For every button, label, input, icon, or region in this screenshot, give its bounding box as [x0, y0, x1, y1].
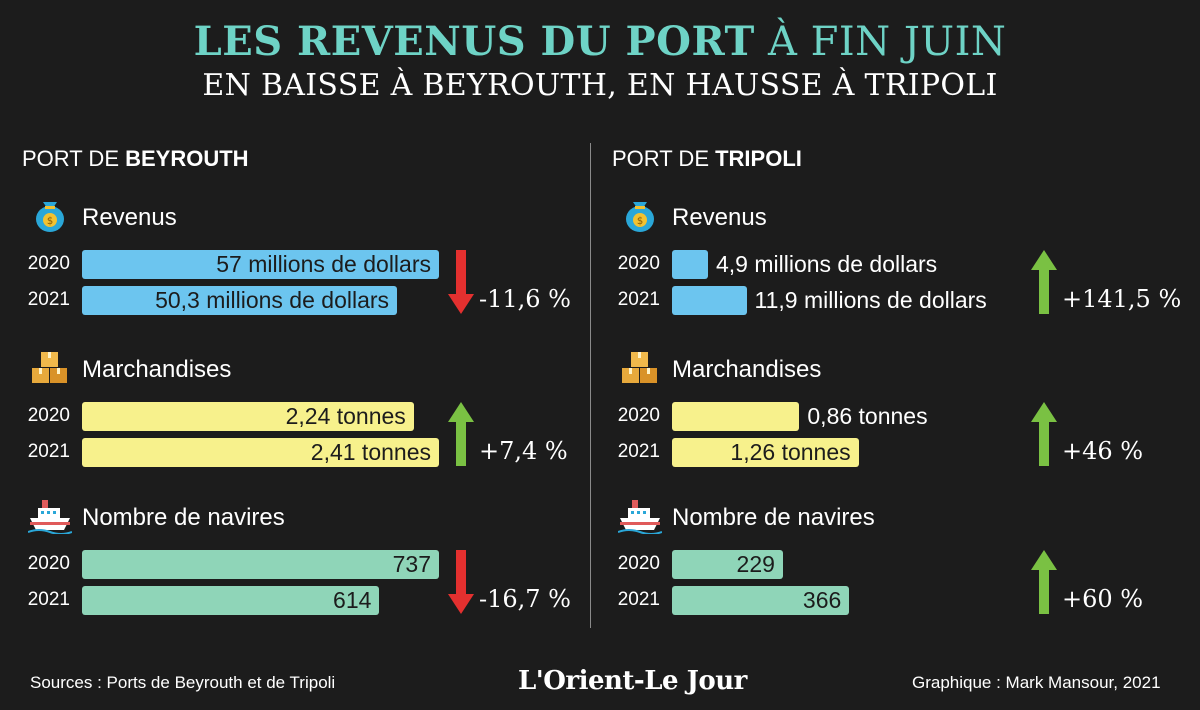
arrow-up-icon — [1031, 250, 1057, 314]
arrow-down-icon — [448, 550, 474, 614]
year-label: 2021 — [27, 289, 70, 310]
port-title-tripoli: PORT DE TRIPOLI — [612, 146, 802, 172]
arrow-up-icon — [448, 402, 474, 466]
year-label: 2021 — [27, 589, 70, 610]
bar — [82, 250, 439, 279]
percent-change: +60 % — [1062, 585, 1144, 613]
boxes-icon — [28, 346, 72, 386]
bar-value-label: 0,86 tonnes — [807, 403, 928, 429]
bar — [672, 402, 800, 431]
year-label: 2021 — [617, 441, 660, 462]
bar — [672, 286, 747, 315]
year-label: 2020 — [27, 253, 70, 274]
svg-text:$: $ — [47, 216, 53, 227]
bar — [672, 586, 850, 615]
percent-change: -16,7 % — [479, 585, 571, 613]
year-label: 2021 — [617, 589, 660, 610]
title-regular: À FIN JUIN — [754, 19, 1007, 65]
column-divider — [590, 143, 591, 628]
bar-value-label: 737 — [392, 551, 431, 577]
year-label: 2020 — [617, 405, 660, 426]
year-label: 2020 — [27, 405, 70, 426]
bar — [672, 250, 708, 279]
percent-change: +7,4 % — [479, 437, 568, 465]
section-label: Marchandises — [672, 356, 822, 383]
section-label: Revenus — [82, 204, 177, 231]
section-label: Nombre de navires — [82, 504, 285, 531]
bar — [82, 586, 380, 615]
year-label: 2020 — [617, 253, 660, 274]
chart-title: LES REVENUS DU PORT À FIN JUIN — [0, 18, 1200, 65]
section-label: Marchandises — [82, 356, 232, 383]
bar-value-label: 1,26 tonnes — [730, 439, 851, 465]
bar-value-label: 229 — [736, 551, 775, 577]
bar-value-label: 2,24 tonnes — [285, 403, 406, 429]
year-label: 2020 — [617, 553, 660, 574]
publisher-logo: L'Orient-Le Jour — [518, 666, 747, 696]
money-bag-icon: $ — [618, 194, 662, 234]
bar-value-label: 366 — [802, 587, 842, 613]
footer-sources: Sources : Ports de Beyrouth et de Tripol… — [30, 673, 336, 692]
ship-icon — [617, 494, 663, 535]
arrow-up-icon — [1031, 402, 1057, 466]
port-name: BEYROUTH — [125, 146, 249, 171]
bar-value-label: 11,9 millions de dollars — [754, 287, 987, 313]
bar — [82, 550, 439, 579]
footer-credit: Graphique : Mark Mansour, 2021 — [912, 673, 1161, 692]
percent-change: +46 % — [1062, 437, 1144, 465]
chart-subtitle: EN BAISSE À BEYROUTH, EN HAUSSE À TRIPOL… — [202, 68, 998, 103]
port-prefix: PORT DE — [612, 146, 716, 171]
boxes-icon — [618, 346, 662, 386]
section-label: Revenus — [672, 204, 767, 231]
bar — [82, 286, 398, 315]
year-label: 2021 — [617, 289, 660, 310]
bar-value-label: 614 — [333, 587, 372, 613]
port-prefix: PORT DE — [22, 146, 126, 171]
arrow-up-icon — [1031, 550, 1057, 614]
bar-value-label: 4,9 millions de dollars — [716, 251, 938, 277]
bar-value-label: 50,3 millions de dollars — [155, 287, 390, 313]
year-label: 2020 — [27, 553, 70, 574]
title-bold: LES REVENUS DU PORT — [193, 18, 755, 65]
svg-text:$: $ — [637, 216, 643, 227]
bar — [672, 550, 783, 579]
bar — [82, 402, 414, 431]
arrow-down-icon — [448, 250, 474, 314]
bar-value-label: 57 millions de dollars — [216, 251, 431, 277]
section-label: Nombre de navires — [672, 504, 875, 531]
bar — [672, 438, 859, 467]
port-name: TRIPOLI — [715, 146, 802, 171]
year-label: 2021 — [27, 441, 70, 462]
bar-value-label: 2,41 tonnes — [310, 439, 431, 465]
percent-change: -11,6 % — [479, 285, 571, 313]
port-title-beyrouth: PORT DE BEYROUTH — [22, 146, 249, 172]
bar — [82, 438, 439, 467]
money-bag-icon: $ — [28, 194, 72, 234]
percent-change: +141,5 % — [1062, 285, 1182, 313]
ship-icon — [27, 494, 73, 535]
